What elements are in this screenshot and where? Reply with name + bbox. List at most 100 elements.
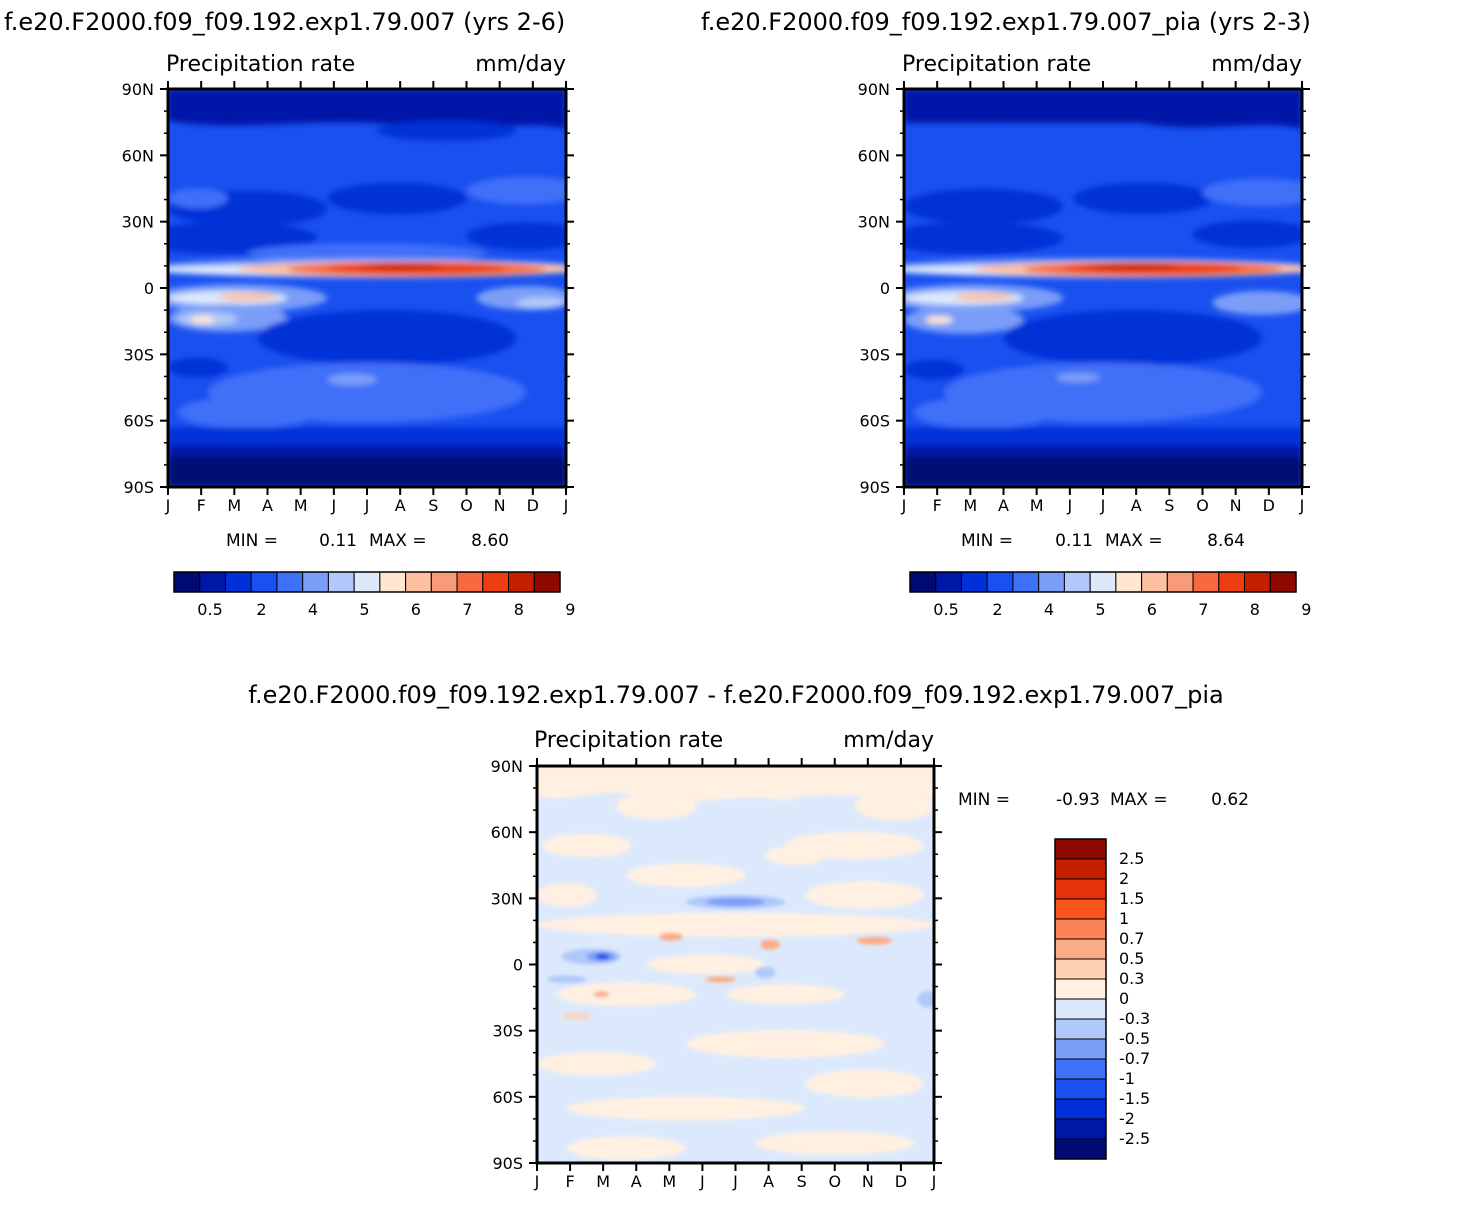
x-tick-label: J — [931, 1172, 937, 1191]
heatmap-field — [904, 89, 1302, 487]
colorbar-box — [379, 571, 407, 593]
colorbar-box — [986, 571, 1014, 593]
y-tick-label: 30S — [123, 345, 154, 364]
colorbar-box — [302, 571, 329, 593]
colorbar-box — [1054, 938, 1107, 960]
colorbar-label: 9 — [1301, 600, 1311, 619]
colorbar: 0.5 2 4 5 6 7 8 9 — [909, 571, 1311, 619]
y-tick-label: 30S — [859, 345, 890, 364]
colorbar-box — [1054, 1098, 1107, 1120]
colorbar-box — [250, 571, 278, 593]
colorbar-frame — [909, 571, 1297, 593]
y-tick-label: 30N — [491, 889, 523, 908]
colorbar-box — [1054, 838, 1107, 860]
y-tick-label: 0 — [513, 956, 523, 975]
x-tick-label: J — [534, 1172, 540, 1191]
y-tick-label: 0 — [880, 279, 890, 298]
colorbar-box — [199, 571, 226, 593]
min-max-readout: MIN = 0.11 MAX = 8.64 — [961, 531, 1245, 551]
colorbar-label: -0.5 — [1119, 1029, 1150, 1048]
x-tick-label: M — [227, 496, 241, 515]
colorbar-label: 0.7 — [1119, 929, 1144, 948]
axes: J F M A M J J A S O N D J 90N 60N 30N 0 30S 60S 90S — [491, 757, 942, 1191]
colorbar-box — [1012, 571, 1040, 593]
x-tick-label: J — [165, 496, 171, 515]
min-label: MIN = — [961, 531, 1013, 551]
colorbar-label: 2 — [256, 600, 266, 619]
colorbar-box — [1063, 571, 1091, 593]
colorbar-label: -0.3 — [1119, 1009, 1150, 1028]
colorbar-box — [1054, 978, 1107, 1000]
x-tick-label: A — [395, 496, 406, 515]
y-tick-label: 90N — [122, 80, 154, 99]
y-tick-label: 60S — [859, 412, 890, 431]
colorbar-label: -2 — [1119, 1109, 1135, 1128]
colorbar-label: 6 — [1147, 600, 1157, 619]
colorbar-box — [1192, 571, 1220, 593]
colorbar-label: 2 — [992, 600, 1002, 619]
colorbar-box — [1141, 571, 1168, 593]
x-tick-label: S — [1164, 496, 1174, 515]
x-tick-label: D — [1263, 496, 1275, 515]
colorbar-box — [1054, 1018, 1107, 1040]
colorbar-label: 0.5 — [1119, 949, 1144, 968]
max-value: 0.62 — [1211, 790, 1249, 810]
colorbar-label: 0.5 — [197, 600, 222, 619]
colorbar-label: 0 — [1119, 989, 1129, 1008]
x-tick-label: A — [998, 496, 1009, 515]
colorbar-box — [224, 571, 252, 593]
colorbar-box — [1054, 878, 1107, 900]
colorbar-box — [1054, 958, 1107, 980]
heatmap-field — [537, 766, 934, 1163]
y-tick-label: 60N — [858, 146, 890, 165]
min-label: MIN = — [958, 790, 1010, 810]
x-tick-label: M — [662, 1172, 676, 1191]
y-tick-label: 60N — [491, 823, 523, 842]
colorbar-box — [1244, 571, 1271, 593]
colorbar-label: -0.7 — [1119, 1049, 1150, 1068]
x-tick-label: J — [901, 496, 907, 515]
colorbar-box — [960, 571, 988, 593]
colorbar-box — [1269, 571, 1297, 593]
panel-title: f.e20.F2000.f09_f09.192.exp1.79.007 - f.… — [248, 681, 1223, 709]
colorbar-box — [353, 571, 381, 593]
min-value: -0.93 — [1056, 790, 1100, 810]
colorbar-box — [1054, 1078, 1107, 1100]
colorbar-label: -1.5 — [1119, 1089, 1150, 1108]
colorbar-box — [533, 571, 561, 593]
colorbar-label: -1 — [1119, 1069, 1135, 1088]
right-label: mm/day — [1211, 52, 1302, 77]
colorbar-box — [1054, 1138, 1107, 1160]
colorbar-box — [935, 571, 962, 593]
colorbar-label: 6 — [411, 600, 421, 619]
colorbar: 2.521.510.70.50.30-0.3-0.5-0.7-1-1.5-2-2… — [1054, 838, 1150, 1160]
panel-difference: f.e20.F2000.f09_f09.192.exp1.79.007 - f.… — [248, 681, 1249, 1191]
colorbar-label: 1.5 — [1119, 889, 1144, 908]
colorbar-label: 4 — [308, 600, 318, 619]
min-max-readout: MIN = -0.93 MAX = 0.62 — [958, 790, 1249, 810]
colorbar-box — [482, 571, 510, 593]
x-tick-label: J — [563, 496, 569, 515]
y-tick-label: 0 — [144, 279, 154, 298]
colorbar-label: 7 — [462, 600, 472, 619]
colorbar-box — [456, 571, 484, 593]
colorbar-frame — [1054, 838, 1107, 1160]
x-tick-label: M — [963, 496, 977, 515]
colorbar-box — [405, 571, 432, 593]
colorbar-label: 8 — [1250, 600, 1260, 619]
panel-pia: f.e20.F2000.f09_f09.192.exp1.79.007_pia … — [701, 8, 1311, 619]
panel-title: f.e20.F2000.f09_f09.192.exp1.79.007 (yrs… — [4, 8, 565, 36]
x-tick-label: A — [1131, 496, 1142, 515]
colorbar-box — [1218, 571, 1246, 593]
colorbar-box — [1054, 918, 1107, 940]
y-tick-label: 30N — [858, 213, 890, 232]
x-tick-label: N — [494, 496, 506, 515]
colorbar-box — [1054, 1038, 1107, 1060]
y-tick-label: 60N — [122, 146, 154, 165]
x-tick-label: O — [460, 496, 473, 515]
x-tick-label: A — [763, 1172, 774, 1191]
x-tick-label: O — [1196, 496, 1209, 515]
right-label: mm/day — [475, 52, 566, 77]
max-label: MAX = — [1110, 790, 1168, 810]
